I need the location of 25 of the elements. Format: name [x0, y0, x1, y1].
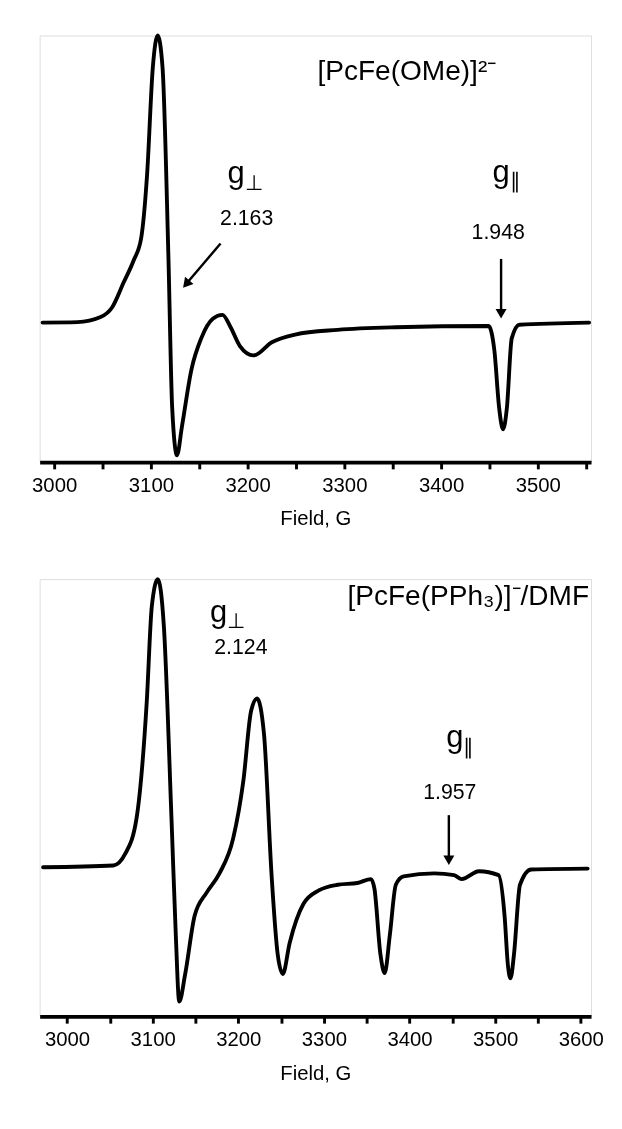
x-tick-label: 3100 — [130, 1027, 176, 1050]
x-tick-label: 3600 — [558, 1027, 604, 1050]
annotation: g⊥ — [227, 155, 263, 196]
x-tick-label: 3100 — [128, 473, 174, 496]
x-tick-label: 3500 — [473, 1027, 519, 1050]
text: [PcFe(OMe)]²⁻ — [317, 54, 497, 86]
x-tick-label: 3500 — [515, 473, 561, 496]
x-tick-label: 3000 — [32, 473, 78, 496]
x-tick-label: 3400 — [419, 473, 465, 496]
annotation: 1.957 — [423, 779, 477, 804]
annotation: 2.124 — [214, 634, 268, 659]
x-tick-label: 3200 — [225, 473, 271, 496]
annotation: 2.163 — [220, 206, 274, 231]
x-tick-label: 3300 — [301, 1027, 347, 1050]
annotation: g∥ — [446, 719, 475, 760]
x-axis-title: Field, G — [280, 1061, 352, 1084]
chart-title: [PcFe(PPh₃)]⁻/DMF — [347, 580, 590, 612]
x-tick-label: 3000 — [44, 1027, 91, 1050]
x-tick-label: 3400 — [387, 1027, 433, 1050]
x-tick-label: 3300 — [322, 473, 368, 496]
x-tick-label: 3200 — [216, 1027, 262, 1050]
annotation: g⊥ — [210, 593, 246, 634]
annotation: 1.948 — [471, 219, 525, 244]
x-axis-title: Field, G — [280, 507, 352, 530]
annotation: g∥ — [492, 153, 521, 194]
